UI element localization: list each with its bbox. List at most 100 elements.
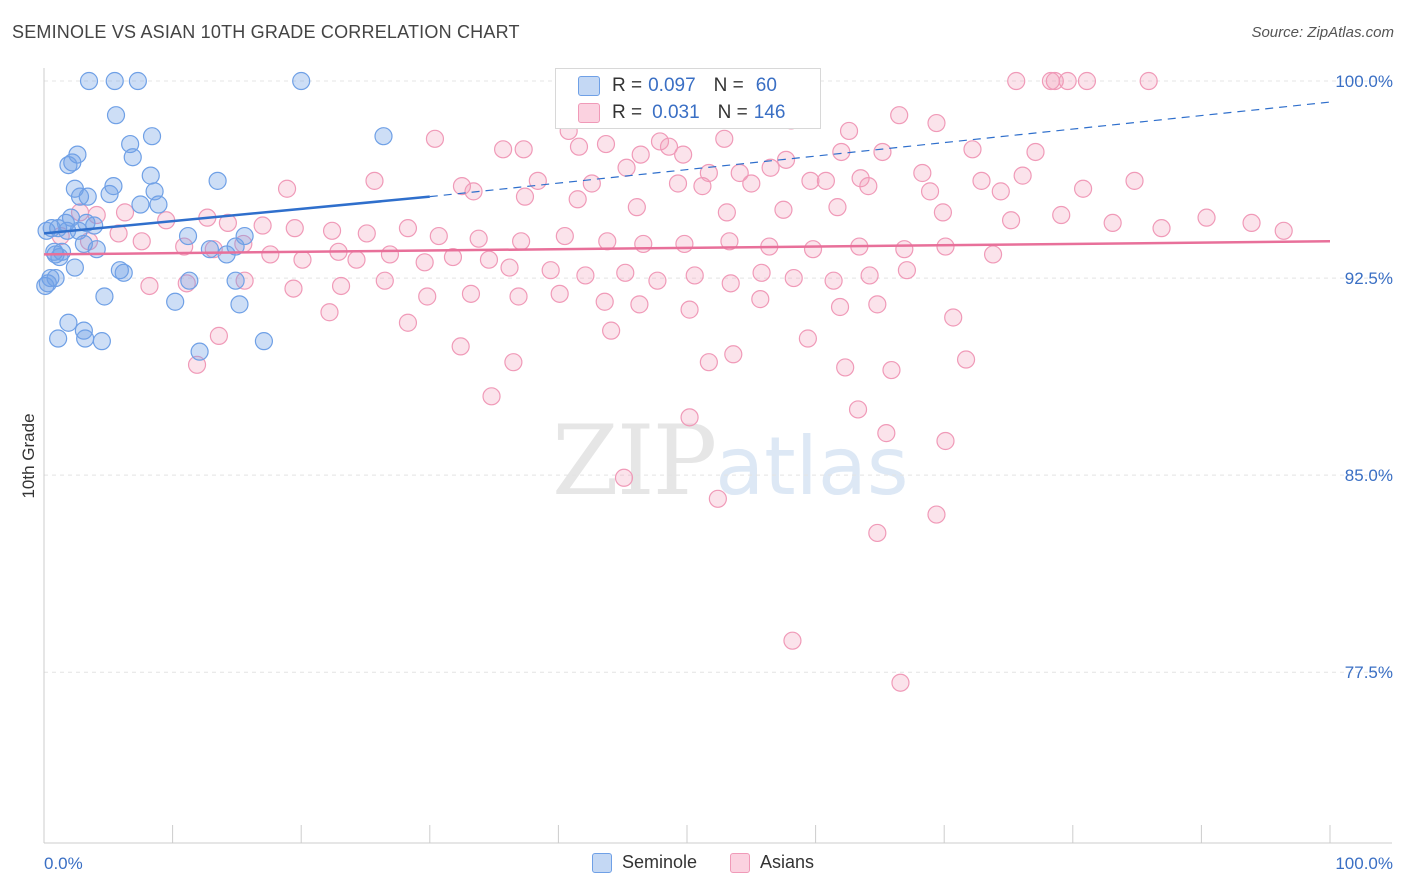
asians-point: [380, 245, 400, 264]
legend-swatch-asians: [730, 852, 751, 873]
asians-point: [693, 177, 712, 196]
seminole-point: [142, 127, 162, 146]
seminole-point: [200, 240, 219, 259]
asians-point: [514, 140, 533, 159]
asians-point: [398, 313, 418, 332]
stats-row-seminole: R = 0.097 N = 60: [578, 73, 783, 99]
watermark: ZIPatlas: [552, 405, 909, 517]
asians-point: [715, 129, 734, 148]
seminole-point: [36, 276, 55, 296]
asians-point: [515, 187, 535, 206]
seminole-point: [85, 216, 104, 235]
asians-point: [895, 240, 914, 259]
seminole-point: [105, 71, 124, 91]
asians-point: [569, 137, 589, 156]
asians-point: [429, 226, 448, 246]
seminole-point: [128, 71, 147, 91]
seminole-point: [114, 263, 133, 282]
asians-point: [933, 203, 953, 222]
asians-point: [1052, 205, 1071, 225]
asians-point: [418, 287, 437, 306]
asians-point: [1001, 211, 1021, 230]
stats-row-asians: R = 0.031 N = 146: [578, 100, 791, 126]
asians-point: [631, 145, 650, 164]
asians-point: [115, 203, 135, 222]
asians-point: [398, 219, 418, 238]
asians-point: [277, 179, 297, 198]
seminole-point: [100, 184, 119, 204]
asians-point: [132, 232, 151, 251]
r-value: 0.097: [648, 75, 696, 96]
n-label: N =: [713, 75, 744, 96]
asians-point: [873, 142, 892, 162]
asians-point: [1077, 71, 1097, 91]
seminole-point: [38, 274, 57, 293]
seminole-point: [180, 271, 199, 290]
asians-point: [322, 221, 342, 240]
asians-point: [617, 158, 636, 177]
asians-point: [720, 232, 739, 251]
seminole-point: [92, 332, 111, 351]
asians-point: [830, 297, 850, 317]
asians-point: [596, 134, 616, 154]
asians-point: [1073, 179, 1093, 198]
n-value: 60: [755, 75, 777, 96]
asians-point: [375, 271, 394, 290]
asians-point: [509, 287, 528, 306]
asians-point: [685, 266, 704, 285]
asians-point: [528, 171, 547, 190]
asians-point: [285, 219, 304, 238]
asians-point: [991, 182, 1010, 201]
asians-point: [891, 673, 910, 692]
seminole-point: [208, 171, 227, 190]
asians-point: [721, 274, 740, 293]
stats-legend: R = 0.097 N = 60 R = 0.031 N = 146: [555, 68, 821, 129]
asians-point: [415, 253, 434, 272]
asians-point: [464, 182, 483, 201]
asians-point: [616, 263, 635, 282]
seminole-point: [254, 332, 274, 351]
asians-point: [1242, 213, 1261, 233]
asians-point: [936, 237, 955, 256]
asians-point: [803, 240, 823, 259]
asians-point: [798, 329, 817, 348]
asians-point: [1026, 142, 1045, 162]
seminole-trend-line: [43, 195, 430, 235]
asians-point: [920, 182, 940, 201]
watermark-atlas: atlas: [715, 420, 909, 513]
r-label: R =: [612, 102, 643, 123]
asians-point: [897, 261, 917, 280]
asians-point: [675, 234, 694, 254]
asians-point: [848, 400, 868, 419]
asians-point: [650, 132, 670, 151]
asians-point: [868, 523, 887, 543]
asians-point: [452, 177, 472, 196]
seminole-point: [178, 226, 198, 246]
x-tick-label-right: 100.0%: [1335, 854, 1393, 873]
asians-point: [774, 200, 793, 219]
asians-point: [828, 198, 847, 217]
asians-point: [913, 163, 932, 183]
seminole-point: [226, 237, 245, 256]
seminole-point: [49, 329, 68, 348]
asians-point: [293, 250, 312, 269]
asians-point: [1045, 71, 1064, 91]
y-tick-label: 77.5%: [1345, 663, 1393, 682]
asians-point: [783, 631, 802, 650]
asians-point: [512, 232, 531, 251]
asians-point: [751, 290, 770, 309]
asians-point: [550, 284, 569, 303]
asians-point: [109, 224, 128, 243]
asians-point: [648, 271, 667, 290]
seminole-point: [78, 187, 97, 206]
asians-point: [1058, 71, 1077, 91]
asians-point: [824, 271, 843, 290]
asians-point: [1274, 221, 1293, 240]
asians-point: [859, 177, 878, 196]
asians-point: [582, 174, 601, 193]
seminole-point: [374, 127, 393, 146]
asians-point: [717, 203, 736, 222]
asians-point: [504, 353, 523, 372]
y-tick-label: 100.0%: [1335, 72, 1393, 91]
asians-point: [175, 237, 194, 256]
